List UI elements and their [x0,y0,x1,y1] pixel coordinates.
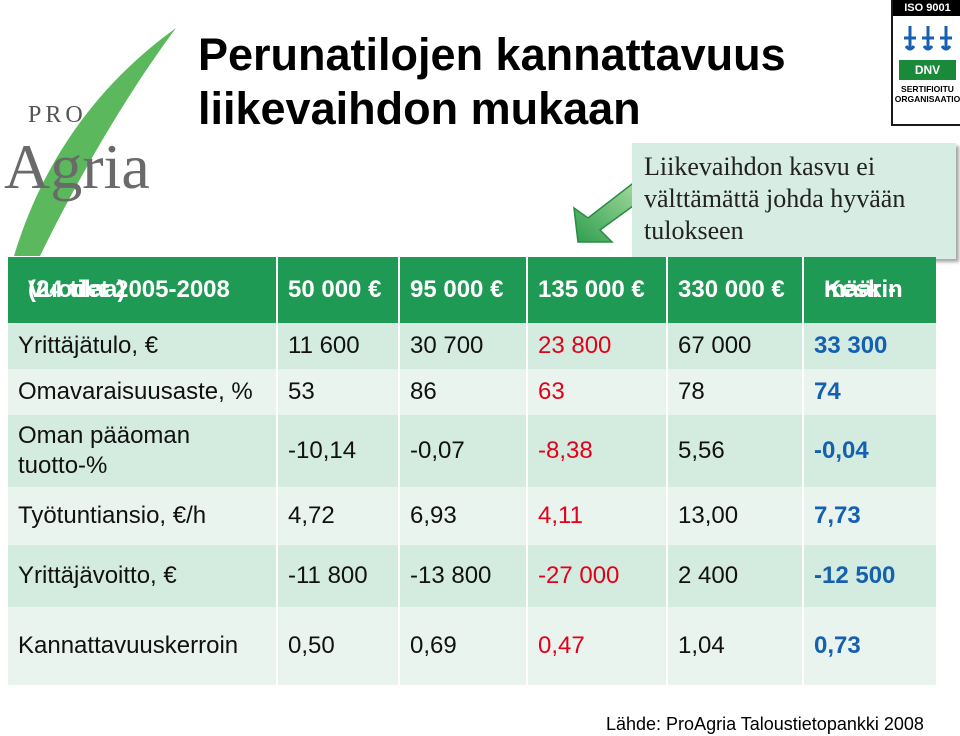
table-cell-highlight: 4,11 [528,487,668,545]
table-cell: 4,72 [278,487,400,545]
table-cell: 6,93 [400,487,528,545]
table-cell: 0,50 [278,607,400,685]
table-cell: 86 [400,369,528,415]
row-label: Omavaraisuusaste, % [8,369,278,415]
table-cell-average: 33 300 [814,332,888,359]
iso-label: ISO 9001 [893,0,960,16]
header-col-2: 95 000 € [400,257,528,323]
table-cell-average: 0,73 [814,632,861,659]
callout-line-1: Liikevaihdon kasvu ei [644,152,876,181]
logo-text-pro: PRO [28,102,87,128]
table-row-omavaraisuusaste: Omavaraisuusaste, % 53 86 63 78 74 [8,369,936,415]
table-cell-highlight: 63 [528,369,668,415]
table-cell: 78 [668,369,804,415]
table-cell-highlight: -27 000 [528,545,668,607]
table-cell-average: -0,04 [814,437,869,464]
table-row-kannattavuuskerroin: Kannattavuuskerroin 0,50 0,69 0,47 1,04 … [8,607,936,685]
header-col-3: 135 000 € [528,257,668,323]
table-cell: -11 800 [278,545,400,607]
row-label: Työtuntiansio, €/h [8,487,278,545]
header-col-1: 50 000 € [278,257,400,323]
cert-text-2: ORGANISAATIO [894,94,960,104]
source-note: Lähde: ProAgria Taloustietopankki 2008 [606,714,924,734]
table-cell: 53 [278,369,400,415]
title-line-1: Perunatilojen kannattavuus [198,29,786,80]
table-row-yrittajavoitto: Yrittäjävoitto, € -11 800 -13 800 -27 00… [8,545,936,607]
table-cell: -13 800 [400,545,528,607]
dnv-logo: DNV [899,60,956,80]
profitability-table: Vuodet 2005-2008 (24 tilaa) 50 000 € 95 0… [8,257,936,685]
row-label: Kannattavuuskerroin [8,607,278,685]
table-header-row: Vuodet 2005-2008 (24 tilaa) 50 000 € 95 0… [8,257,936,323]
table-row-yrittajatulo: Yrittäjätulo, € 11 600 30 700 23 800 67 … [8,323,936,369]
header-farms-label: (24 tilaa) [28,276,126,303]
row-label: Oman pääoman tuotto-% [8,415,278,487]
callout-note: Liikevaihdon kasvu ei välttämättä johda … [632,143,956,259]
table-cell: -10,14 [278,415,400,487]
table-cell-average: 7,73 [814,502,861,529]
table-cell-highlight: 0,47 [528,607,668,685]
table-cell-average: -12 500 [814,562,896,589]
table-cell: 30 700 [400,323,528,369]
header-years-label: Vuodet 2005-2008 [28,276,230,303]
iso-certification-badge: ISO 9001 DNV SERTIFIOITU ORGANISAATIO [891,0,960,126]
header-col-4: 330 000 € [668,257,804,323]
table-cell: -0,07 [400,415,528,487]
table-cell-average: 74 [814,378,841,405]
table-cell: 1,04 [668,607,804,685]
row-label: Yrittäjävoitto, € [8,545,278,607]
table-cell: 11 600 [278,323,400,369]
table-row-oman-paaoman-tuotto: Oman pääoman tuotto-% -10,14 -0,07 -8,38… [8,415,936,487]
table-cell-highlight: -8,38 [528,415,668,487]
callout-line-3: tulokseen [644,216,744,245]
cert-text-1: SERTIFIOITU [901,84,954,94]
header-col-average: Keski-määrin [824,276,903,303]
title-line-2: liikevaihdon mukaan [198,83,641,134]
dnv-emblem-icon [901,22,954,54]
table-cell: 5,56 [668,415,804,487]
table-cell: 13,00 [668,487,804,545]
row-label: Yrittäjätulo, € [8,323,278,369]
page-title: Perunatilojen kannattavuus liikevaihdon … [198,28,786,136]
logo-text-agria: Agria [4,131,150,202]
proagria-logo: PRO Agria [0,20,190,260]
table-cell-highlight: 23 800 [528,323,668,369]
table-row-tyotuntiansio: Työtuntiansio, €/h 4,72 6,93 4,11 13,00 … [8,487,936,545]
proagria-logo-mark: PRO Agria [4,28,176,256]
table-cell: 0,69 [400,607,528,685]
table-cell: 67 000 [668,323,804,369]
callout-line-2: välttämättä johda hyvään [644,184,906,213]
header-years-cell: Vuodet 2005-2008 (24 tilaa) [8,257,278,323]
table-cell: 2 400 [668,545,804,607]
